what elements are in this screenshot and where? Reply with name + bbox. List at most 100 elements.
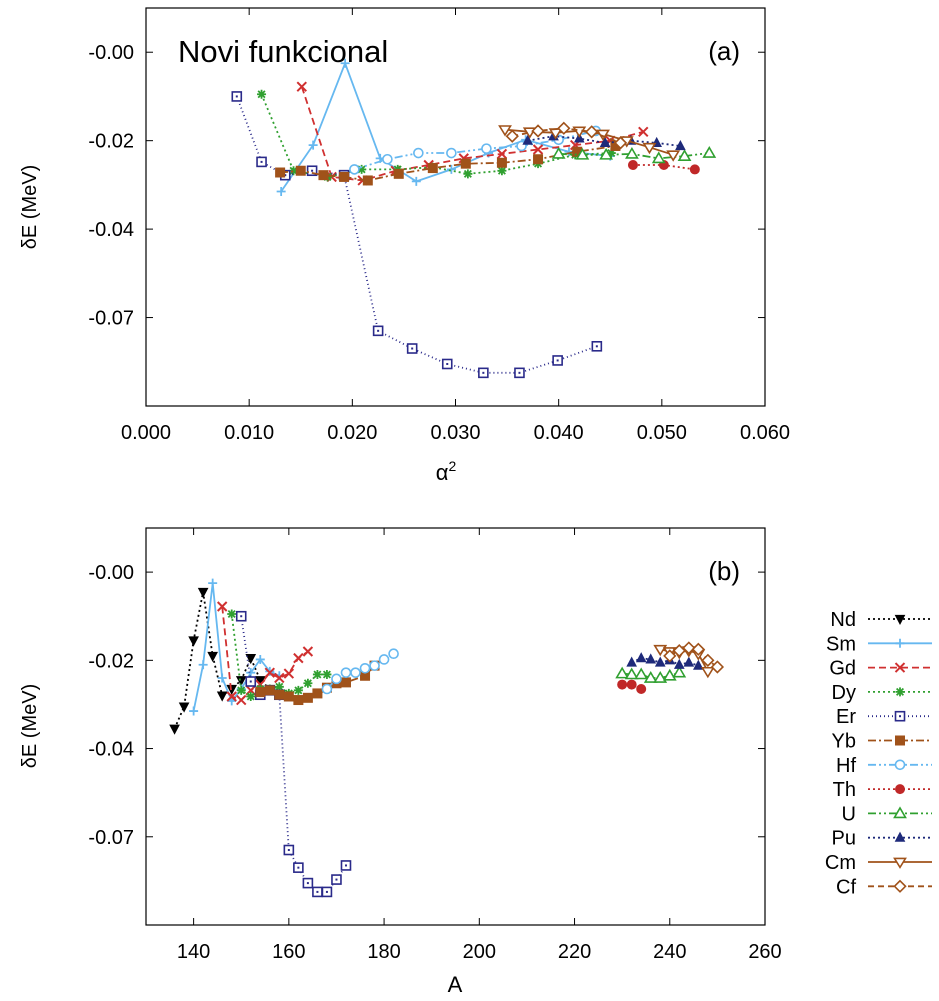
legend-label: Cm [825,852,856,874]
legend-label: U [842,803,856,825]
series-line-hf [354,130,597,171]
data-point-dy [357,164,367,174]
data-point-gd [226,691,237,702]
plot-frame-b [145,527,766,926]
legend-label: Dy [832,682,856,704]
panel-label-a: (a) [708,36,740,66]
data-point-u [677,149,692,161]
data-point-cf [557,121,571,135]
x-axis-label-a-sup: 2 [448,458,456,474]
data-point-er [340,860,352,871]
data-point-dy [463,169,473,179]
data-point-hf [369,660,380,671]
legend-marker [895,784,905,795]
data-point-pu [683,656,695,667]
data-point-hf [378,654,390,665]
data-point-gd [283,668,295,679]
data-point-yb [340,677,351,688]
data-point-dy [322,669,332,679]
data-point-er [552,355,563,366]
y-axis-label-b: δE (MeV) [19,684,41,768]
series-line-sm [280,60,611,193]
data-point-dy [303,678,313,688]
data-point-sm [276,187,286,197]
series-hf-b [321,648,399,695]
y-tick-label: -0.07 [88,827,134,849]
data-point-yb [293,695,304,706]
data-point-yb [274,689,285,700]
series-th-a [627,159,700,175]
x-axis-label-a: α2 [436,458,457,485]
legend-label: Pu [832,828,856,850]
y-tick-label: -0.07 [88,308,134,330]
data-point-th [689,164,700,175]
data-point-u [643,670,658,683]
x-axis-label-a-base: α [436,460,449,485]
legend-label: Yb [832,731,856,753]
data-point-nd [207,651,218,662]
legend-item-nd: Nd [830,609,932,631]
data-point-hf [321,683,333,695]
legend-marker [893,806,907,819]
data-point-nd [245,654,257,665]
data-point-u [551,146,566,159]
data-point-cf [505,129,519,143]
data-point-yb [460,158,471,169]
data-point-yb [339,171,350,182]
series-u-b [615,665,687,683]
data-point-yb [393,168,404,179]
series-line-sm [192,582,280,712]
data-point-gd [302,646,314,657]
data-point-hf [481,143,492,154]
data-point-pu [693,659,704,670]
x-axis-label-b: A [448,972,463,997]
data-point-cm [642,142,657,155]
data-point-hf [349,164,360,175]
data-point-yb [295,165,306,176]
legend-marker [894,759,906,771]
data-point-nd [169,724,180,735]
data-point-hf [359,662,371,674]
data-point-pu [599,136,611,147]
data-point-nd [254,676,266,687]
legend-item-th: Th [833,779,932,801]
data-point-hf [340,667,352,678]
x-tick-label: 220 [558,941,591,963]
data-point-gd [274,672,285,684]
data-point-gd [236,694,247,706]
x-tick-label: 180 [367,941,400,963]
data-point-yb [496,157,507,168]
legend-marker [894,831,906,842]
data-point-u [599,147,614,160]
y-tick-label: -0.00 [88,42,134,64]
axis-ticks-b: 140 160 180 200 220 240 260 -0.00 -0.02 -0.04 -0.0… [88,528,782,963]
data-point-cm [700,666,715,679]
data-point-cm [596,129,610,141]
data-point-cm [498,125,512,137]
x-tick-label: 0.040 [534,422,584,444]
data-point-u [662,668,677,681]
data-point-dy [236,685,246,695]
data-point-er [306,165,318,177]
data-point-u [702,146,717,158]
x-tick-label: 200 [463,941,496,963]
series-cf-a [505,121,628,150]
series-line-gd [300,86,644,182]
legend-item-hf: Hf [836,755,932,777]
annotation-text: Novi funkcional [178,34,388,69]
y-tick-label: -0.04 [88,219,134,241]
data-point-gd [296,81,307,92]
data-point-hf [413,147,424,159]
data-point-er [283,844,295,856]
legend-marker [895,638,905,648]
data-point-nd [178,702,190,713]
x-tick-label: 0.030 [430,422,480,444]
data-point-er [441,358,453,370]
data-point-er [321,886,333,898]
data-point-yb [318,170,329,181]
series-group-b [169,578,725,898]
data-point-sm [189,706,199,716]
data-point-yb [533,154,544,165]
data-point-dy [227,609,237,619]
